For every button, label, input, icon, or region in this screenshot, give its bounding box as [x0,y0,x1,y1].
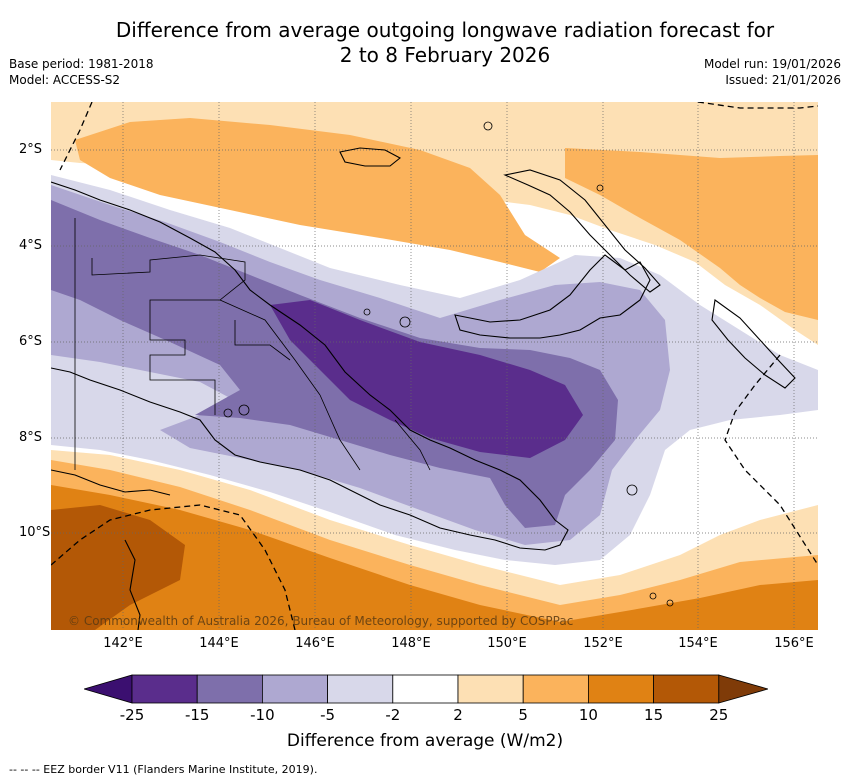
lon-label: 148°E [391,636,431,651]
lat-label: 2°S [19,142,43,157]
dark-purple-core [270,300,583,458]
forecast-map [51,102,818,630]
model-name: Model: ACCESS-S2 [9,73,121,87]
lat-label: 10°S [19,525,51,540]
lat-label: 8°S [19,430,43,445]
coastlines [51,147,796,630]
copyright-text: © Commonwealth of Australia 2026, Bureau… [68,614,574,628]
province-borders [74,218,431,471]
colorbar-tick-label: 10 [578,706,598,724]
colorbar-segment [196,674,263,704]
colorbar-segment [327,674,394,704]
meta-right: Model run: 19/01/2026 Issued: 21/01/2026 [704,56,841,88]
colorbar-segment [522,674,589,704]
new-britain-coast [454,254,651,339]
colorbar-tick-label: -5 [320,706,336,724]
northeast-orange [565,148,818,320]
lat-label: 6°S [19,334,43,349]
colorbar-tick-label: 2 [453,706,463,724]
colorbar-tick-label: -25 [119,706,145,724]
colorbar-segment [392,674,459,704]
colorbar-tick-label: 5 [518,706,528,724]
meta-left: Base period: 1981-2018 Model: ACCESS-S2 [9,56,154,88]
colorbar-extend-max [718,674,768,704]
colorbar-segment [261,674,328,704]
lon-label: 146°E [295,636,335,651]
colorbar-tick-label: -10 [250,706,275,724]
lon-label: 156°E [774,636,814,651]
map-title: Difference from average outgoing longwav… [95,18,795,68]
colorbar-segment [587,674,654,704]
model-run: Model run: 19/01/2026 [703,57,841,71]
title-line-2: 2 to 8 February 2026 [339,43,551,67]
colorbar-extend-min [84,674,133,704]
north-orange [75,118,560,272]
colorbar-tick-label: 15 [644,706,664,724]
title-line-1: Difference from average outgoing longwav… [115,18,775,42]
new-guinea-coast [51,181,569,551]
lon-label: 150°E [487,636,527,651]
new-ireland-coast [503,169,661,293]
lon-label: 152°E [583,636,623,651]
colorbar-title: Difference from average (W/m2) [286,731,564,751]
manus-coast [339,147,401,167]
colorbar [84,674,768,704]
eez-borders [51,102,818,630]
colorbar-segment [131,674,198,704]
graticule [51,102,818,630]
torres-coast [51,469,171,496]
lon-label: 142°E [103,636,143,651]
south-dark-orange [51,485,818,630]
bougainville-coast [711,299,796,389]
colorbar-segment [653,674,720,704]
lon-label: 144°E [199,636,239,651]
base-period: Base period: 1981-2018 [9,57,154,71]
eez-footnote: -- -- -- EEZ border V11 (Flanders Marine… [9,763,318,776]
lon-label: 154°E [678,636,718,651]
small-islands [223,121,674,607]
colorbar-tick-label: -2 [385,706,401,724]
colorbar-tick-label: 25 [709,706,729,724]
colorbar-segment [457,674,524,704]
map-svg [51,102,818,630]
cape-york-coast [124,539,141,630]
issued-date: Issued: 21/01/2026 [725,73,841,87]
lat-label: 4°S [19,238,43,253]
colorbar-tick-label: -15 [184,706,210,724]
